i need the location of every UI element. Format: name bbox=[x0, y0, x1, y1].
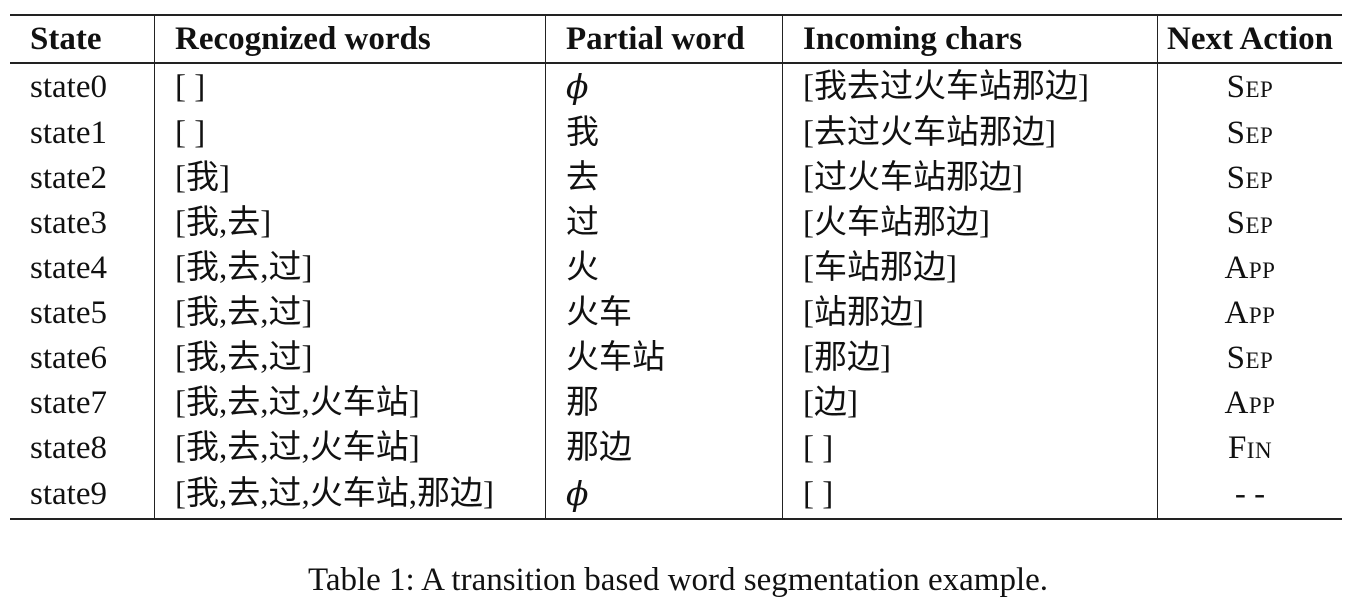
cell-incoming-chars: [火车站那边] bbox=[782, 201, 1158, 246]
cell-recognized-words: [我,去] bbox=[154, 201, 546, 246]
cell-partial-word: 火车站 bbox=[545, 336, 783, 381]
cell-recognized-words: [我,去,过] bbox=[154, 291, 546, 336]
segmentation-table-container: State Recognized words Partial word Inco… bbox=[10, 14, 1342, 520]
cell-recognized-words: [我,去,过] bbox=[154, 246, 546, 291]
phi-symbol: ϕ bbox=[566, 67, 589, 106]
cell-incoming-chars: [车站那边] bbox=[782, 246, 1158, 291]
action-label: Sep bbox=[1226, 115, 1274, 151]
cell-partial-word: 过 bbox=[545, 201, 783, 246]
table-row: state4 [我,去,过] 火 [车站那边] App bbox=[10, 246, 1342, 291]
table-row: state0 [ ] ϕ [我去过火车站那边] Sep bbox=[10, 63, 1342, 111]
header-state: State bbox=[10, 14, 155, 64]
cell-partial-word: 那边 bbox=[545, 426, 783, 471]
cell-incoming-chars: [ ] bbox=[782, 471, 1158, 520]
cell-next-action: Sep bbox=[1158, 336, 1343, 381]
cell-state: state8 bbox=[10, 426, 155, 471]
cell-recognized-words: [ ] bbox=[154, 111, 546, 156]
cell-next-action: - - bbox=[1157, 471, 1342, 520]
cell-incoming-chars: [站那边] bbox=[782, 291, 1158, 336]
cell-partial-word: 火车 bbox=[545, 291, 783, 336]
cell-partial-word: ϕ bbox=[545, 471, 783, 520]
cell-next-action: Fin bbox=[1158, 426, 1343, 471]
action-label: App bbox=[1224, 250, 1276, 286]
table-row: state2 [我] 去 [过火车站那边] Sep bbox=[10, 156, 1342, 201]
cell-state: state2 bbox=[10, 156, 155, 201]
cell-recognized-words: [我,去,过,火车站] bbox=[154, 426, 546, 471]
cell-next-action: App bbox=[1158, 246, 1343, 291]
cell-recognized-words: [我] bbox=[154, 156, 546, 201]
cell-incoming-chars: [去过火车站那边] bbox=[782, 111, 1158, 156]
table-header-row: State Recognized words Partial word Inco… bbox=[10, 14, 1342, 64]
cell-incoming-chars: [那边] bbox=[782, 336, 1158, 381]
table-row: state3 [我,去] 过 [火车站那边] Sep bbox=[10, 201, 1342, 246]
cell-partial-word: 火 bbox=[545, 246, 783, 291]
cell-next-action: App bbox=[1158, 291, 1343, 336]
cell-partial-word: 去 bbox=[545, 156, 783, 201]
cell-next-action: Sep bbox=[1158, 111, 1343, 156]
table-row: state6 [我,去,过] 火车站 [那边] Sep bbox=[10, 336, 1342, 381]
cell-state: state3 bbox=[10, 201, 155, 246]
cell-state: state0 bbox=[10, 63, 155, 111]
table-row: state7 [我,去,过,火车站] 那 [边] App bbox=[10, 381, 1342, 426]
cell-recognized-words: [ ] bbox=[154, 63, 546, 111]
cell-recognized-words: [我,去,过,火车站] bbox=[154, 381, 546, 426]
cell-partial-word: 那 bbox=[545, 381, 783, 426]
cell-next-action: App bbox=[1158, 381, 1343, 426]
cell-state: state7 bbox=[10, 381, 155, 426]
cell-recognized-words: [我,去,过,火车站,那边] bbox=[154, 471, 546, 520]
cell-incoming-chars: [边] bbox=[782, 381, 1158, 426]
cell-state: state5 bbox=[10, 291, 155, 336]
action-label: Sep bbox=[1226, 160, 1274, 196]
phi-symbol: ϕ bbox=[566, 474, 589, 513]
cell-partial-word: ϕ bbox=[545, 63, 783, 111]
header-recognized-words: Recognized words bbox=[154, 14, 546, 64]
header-next-action: Next Action bbox=[1157, 14, 1342, 64]
table-row: state5 [我,去,过] 火车 [站那边] App bbox=[10, 291, 1342, 336]
table-row: state8 [我,去,过,火车站] 那边 [ ] Fin bbox=[10, 426, 1342, 471]
cell-incoming-chars: [过火车站那边] bbox=[782, 156, 1158, 201]
cell-state: state4 bbox=[10, 246, 155, 291]
cell-state: state1 bbox=[10, 111, 155, 156]
action-label: App bbox=[1224, 385, 1276, 421]
action-label: App bbox=[1224, 295, 1276, 331]
cell-next-action: Sep bbox=[1158, 201, 1343, 246]
table-row: state9 [我,去,过,火车站,那边] ϕ [ ] - - bbox=[10, 471, 1342, 520]
transition-table: State Recognized words Partial word Inco… bbox=[10, 14, 1342, 520]
cell-state: state6 bbox=[10, 336, 155, 381]
action-label: Sep bbox=[1226, 205, 1274, 241]
action-label: - - bbox=[1234, 476, 1266, 512]
cell-state: state9 bbox=[10, 471, 155, 520]
cell-incoming-chars: [我去过火车站那边] bbox=[782, 63, 1158, 111]
cell-next-action: Sep bbox=[1158, 63, 1343, 111]
action-label: Fin bbox=[1227, 430, 1273, 466]
cell-next-action: Sep bbox=[1158, 156, 1343, 201]
header-incoming-chars: Incoming chars bbox=[782, 14, 1158, 64]
table-body: state0 [ ] ϕ [我去过火车站那边] Sep state1 [ ] 我… bbox=[10, 63, 1342, 520]
table-caption: Table 1: A transition based word segment… bbox=[307, 562, 1049, 598]
cell-partial-word: 我 bbox=[545, 111, 783, 156]
action-label: Sep bbox=[1226, 340, 1274, 376]
action-label: Sep bbox=[1226, 69, 1274, 105]
cell-incoming-chars: [ ] bbox=[782, 426, 1158, 471]
cell-recognized-words: [我,去,过] bbox=[154, 336, 546, 381]
header-partial-word: Partial word bbox=[545, 14, 783, 64]
table-row: state1 [ ] 我 [去过火车站那边] Sep bbox=[10, 111, 1342, 156]
